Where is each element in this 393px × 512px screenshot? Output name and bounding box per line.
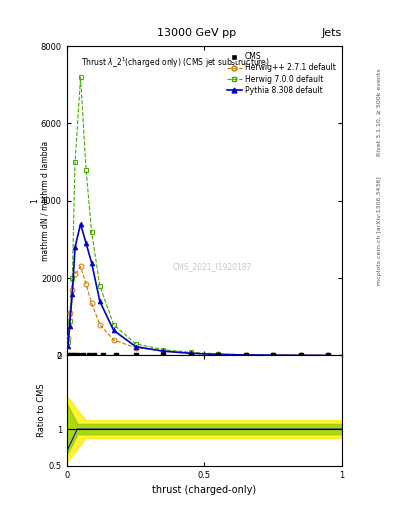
Legend: CMS, Herwig++ 2.7.1 default, Herwig 7.0.0 default, Pythia 8.308 default: CMS, Herwig++ 2.7.1 default, Herwig 7.0.… [224,50,338,97]
Y-axis label: Ratio to CMS: Ratio to CMS [37,384,46,437]
X-axis label: thrust (charged-only): thrust (charged-only) [152,485,256,495]
Y-axis label: 1
mathrm dN / mathrm d lambda: 1 mathrm dN / mathrm d lambda [30,141,49,261]
Text: mcplots.cern.ch [arXiv:1306.3436]: mcplots.cern.ch [arXiv:1306.3436] [377,176,382,285]
Text: Thrust $\lambda\_2^1$(charged only) (CMS jet substructure): Thrust $\lambda\_2^1$(charged only) (CMS… [81,55,270,70]
Text: CMS_2021_I1920187: CMS_2021_I1920187 [173,262,252,271]
Text: 13000 GeV pp: 13000 GeV pp [157,28,236,38]
Text: Rivet 3.1.10, ≥ 500k events: Rivet 3.1.10, ≥ 500k events [377,69,382,157]
Text: Jets: Jets [321,28,342,38]
